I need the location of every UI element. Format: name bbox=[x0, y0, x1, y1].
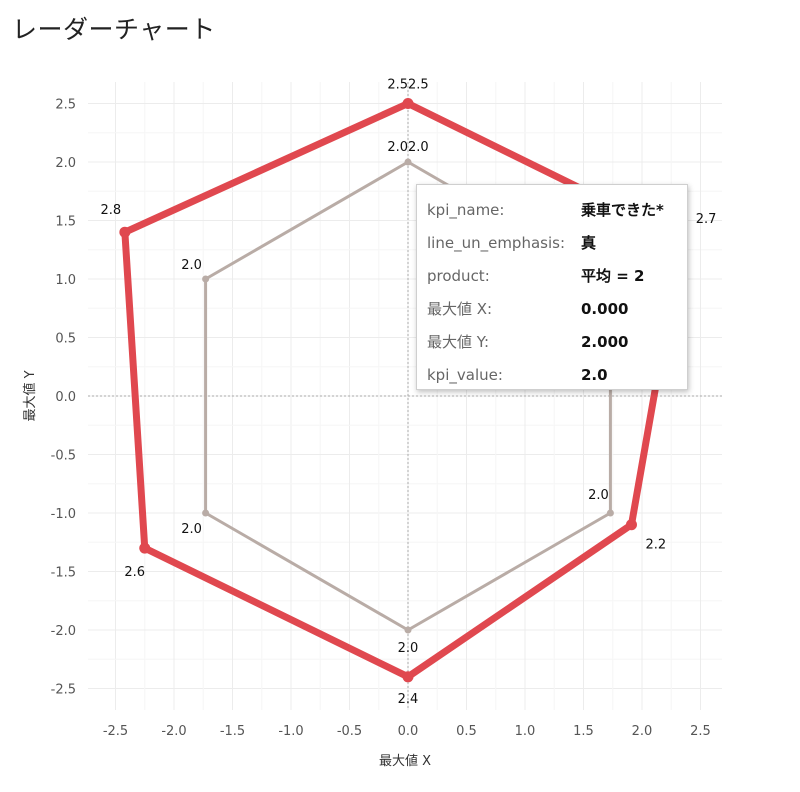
y-tick-label: 2.5 bbox=[55, 98, 76, 113]
data-point[interactable] bbox=[404, 158, 412, 166]
y-tick-labels: 2.5 2.0 1.5 1.0 0.5 0.0 -0.5 -1.0 -1.5 -2.0 -2.5 bbox=[51, 98, 76, 698]
x-tick-label: -1.5 bbox=[220, 724, 245, 739]
x-tick-label: -2.5 bbox=[103, 724, 128, 739]
y-tick-label: 1.0 bbox=[55, 273, 76, 288]
tooltip-value: 2.0 bbox=[581, 365, 608, 384]
data-point[interactable] bbox=[119, 226, 131, 238]
tooltip-key: line_un_emphasis: bbox=[427, 233, 565, 252]
tooltip-key: product: bbox=[427, 266, 490, 285]
tooltip-row: 最大値 Y: 2.000 bbox=[427, 325, 677, 358]
y-tick-label: 0.5 bbox=[55, 332, 76, 347]
point-label: 2.0 bbox=[181, 258, 202, 273]
data-point[interactable] bbox=[404, 626, 412, 634]
point-label: 2.0 bbox=[588, 488, 609, 503]
point-label: 2.7 bbox=[696, 212, 717, 227]
x-axis-title: 最大値 X bbox=[379, 753, 431, 769]
y-tick-label: -0.5 bbox=[51, 449, 76, 464]
tooltip-key: kpi_value: bbox=[427, 365, 503, 384]
data-point[interactable] bbox=[202, 275, 210, 283]
y-tick-label: -2.5 bbox=[51, 683, 76, 698]
tooltip-key: 最大値 X: bbox=[427, 300, 493, 318]
point-labels: 2.52.52.72.22.42.62.82.02.02.02.02.02.0 bbox=[101, 78, 717, 707]
data-point[interactable] bbox=[402, 98, 414, 109]
data-point[interactable] bbox=[139, 542, 151, 554]
data-point[interactable] bbox=[606, 509, 614, 517]
y-tick-label: 0.0 bbox=[55, 390, 76, 405]
x-tick-label: 0.5 bbox=[456, 724, 477, 739]
tooltip-row: kpi_name: 乗車できた* bbox=[427, 193, 677, 226]
y-axis-title: 最大値 Y bbox=[22, 370, 38, 421]
zero-lines bbox=[88, 82, 722, 710]
tooltip-row: 最大値 X: 0.000 bbox=[427, 292, 677, 325]
data-tooltip: kpi_name: 乗車できた* line_un_emphasis: 真 product… bbox=[416, 184, 688, 390]
tooltip-value: 0.000 bbox=[581, 299, 629, 318]
x-tick-label: -2.0 bbox=[161, 724, 186, 739]
y-tick-label: 2.0 bbox=[55, 156, 76, 171]
y-tick-label: -1.0 bbox=[51, 507, 76, 522]
point-label: 2.2 bbox=[645, 538, 666, 553]
x-tick-label: 1.0 bbox=[515, 724, 536, 739]
tooltip-row: kpi_value: 2.0 bbox=[427, 358, 677, 391]
y-tick-label: 1.5 bbox=[55, 215, 76, 230]
data-point[interactable] bbox=[625, 519, 637, 531]
x-tick-label: 2.5 bbox=[690, 724, 711, 739]
tooltip-value: 平均 = 2 bbox=[581, 267, 645, 285]
page-title: レーダーチャート bbox=[12, 15, 216, 44]
x-tick-label: 2.0 bbox=[632, 724, 653, 739]
point-label: 2.6 bbox=[124, 565, 145, 580]
tooltip-key: 最大値 Y: bbox=[427, 333, 489, 351]
x-tick-label: 1.5 bbox=[573, 724, 594, 739]
point-label: 2.4 bbox=[398, 692, 419, 707]
data-point[interactable] bbox=[402, 671, 414, 683]
tooltip-value: 真 bbox=[581, 234, 597, 252]
y-tick-label: -1.5 bbox=[51, 566, 76, 581]
point-label: 2.0 bbox=[398, 641, 419, 656]
y-tick-label: -2.0 bbox=[51, 624, 76, 639]
tooltip-value: 乗車できた* bbox=[581, 201, 664, 219]
tooltip-key: kpi_name: bbox=[427, 200, 505, 219]
x-tick-label: -1.0 bbox=[278, 724, 303, 739]
point-label: 2.0 bbox=[181, 522, 202, 537]
point-label: 2.02.0 bbox=[387, 140, 428, 155]
data-point[interactable] bbox=[202, 509, 210, 517]
tooltip-value: 2.000 bbox=[581, 332, 629, 351]
tooltip-row: line_un_emphasis: 真 bbox=[427, 226, 677, 259]
point-label: 2.8 bbox=[101, 203, 122, 218]
x-tick-labels: -2.5 -2.0 -1.5 -1.0 -0.5 0.0 0.5 1.0 1.5 2.0 2.5 bbox=[103, 724, 711, 739]
x-tick-label: -0.5 bbox=[337, 724, 362, 739]
tooltip-row: product: 平均 = 2 bbox=[427, 259, 677, 292]
x-tick-label: 0.0 bbox=[398, 724, 419, 739]
point-label: 2.52.5 bbox=[387, 78, 428, 93]
